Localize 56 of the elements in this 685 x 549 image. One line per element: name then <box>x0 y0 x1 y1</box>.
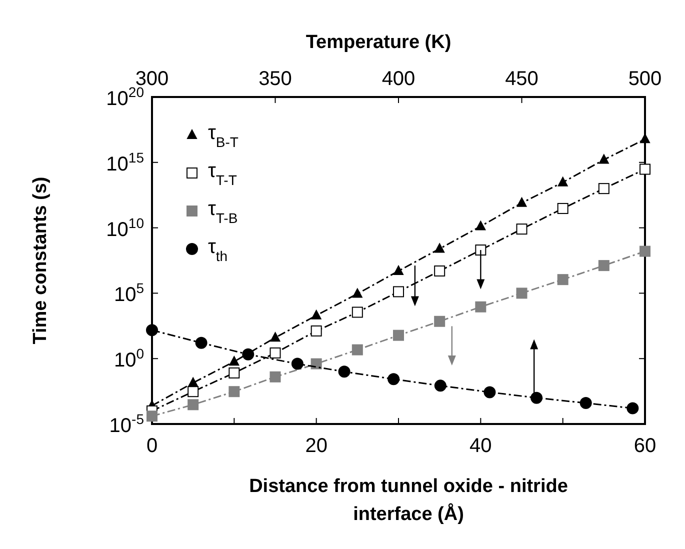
point <box>434 265 446 276</box>
x2-tick-label: 350 <box>258 68 292 90</box>
point <box>310 325 322 336</box>
legend-label: τ$_{T-B}$ <box>208 198 238 226</box>
point <box>640 164 650 175</box>
point <box>393 286 404 298</box>
point <box>393 330 404 341</box>
point <box>598 154 609 164</box>
point <box>228 367 240 378</box>
x-tick-label: 20 <box>305 435 328 457</box>
x2-axis-title: Temperature (K) <box>306 32 452 53</box>
point <box>475 301 486 312</box>
point <box>311 310 322 320</box>
legend-label: τ$_{B-T}$ <box>208 122 239 150</box>
point <box>516 197 527 207</box>
point <box>188 386 199 398</box>
y-tick-label: 10$^{0}$ <box>114 346 144 372</box>
point <box>270 347 281 358</box>
point <box>352 344 363 356</box>
legend-label: τ$_{T-T}$ <box>208 160 238 188</box>
point <box>434 316 446 327</box>
point <box>310 358 322 370</box>
point <box>352 306 363 318</box>
point <box>557 274 568 286</box>
x-tick-label: 0 <box>146 435 158 457</box>
point <box>394 265 404 275</box>
point <box>270 371 281 382</box>
point <box>558 176 568 186</box>
y-tick-label: 10$^{5}$ <box>114 280 144 306</box>
point <box>476 220 486 230</box>
point <box>228 386 240 398</box>
point <box>475 244 486 256</box>
point <box>229 356 240 366</box>
point <box>188 399 199 410</box>
y-tick-label: 10$^{15}$ <box>106 149 144 176</box>
legend-label: τ$_{th}$ <box>208 236 228 264</box>
x2-tick-label: 500 <box>628 68 662 90</box>
point <box>640 246 650 257</box>
point <box>516 224 528 235</box>
x-tick-label: 60 <box>634 435 656 457</box>
point <box>557 202 568 214</box>
point <box>598 183 610 194</box>
point <box>640 134 650 144</box>
point <box>352 288 362 298</box>
y-tick-label: 10$^{-5}$ <box>109 411 144 437</box>
point <box>434 243 445 253</box>
point <box>270 332 280 342</box>
point <box>146 410 158 422</box>
y-axis-title: Time constants (s) <box>30 176 51 344</box>
x2-tick-label: 400 <box>382 68 416 90</box>
x-axis-title: Distance from tunnel oxide - nitride interface (Å) <box>249 476 568 525</box>
x2-tick-label: 450 <box>505 68 538 90</box>
point <box>598 260 610 272</box>
y-tick-label: 10$^{10}$ <box>106 214 144 241</box>
x-tick-label: 40 <box>470 435 492 457</box>
point <box>516 288 528 299</box>
